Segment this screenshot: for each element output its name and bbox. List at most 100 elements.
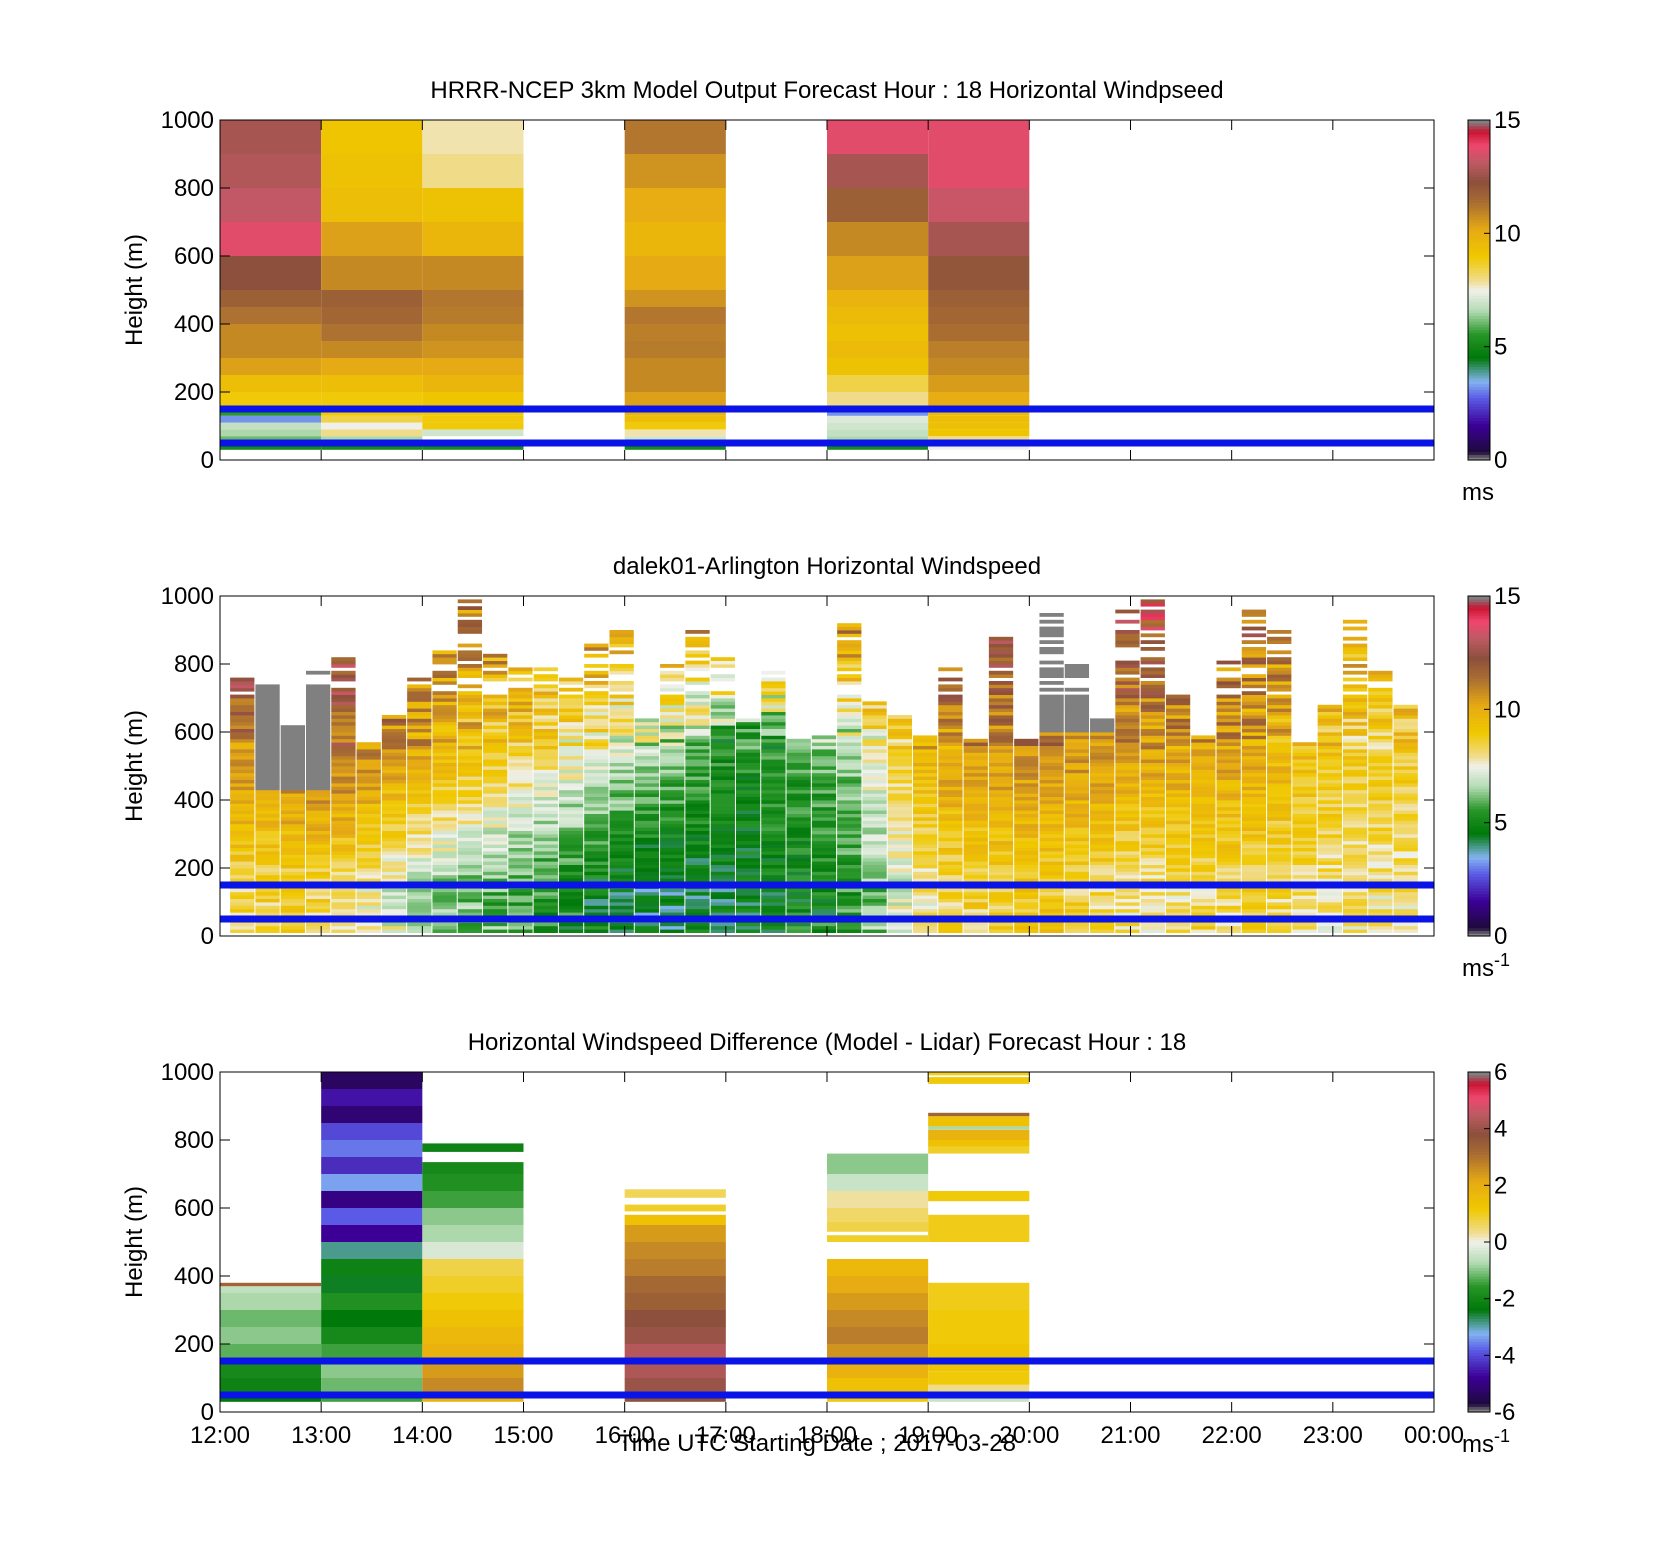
heatmap-cell: [1342, 664, 1368, 668]
heatmap-cell: [1241, 847, 1267, 852]
colorbar-swatch: [1468, 933, 1490, 937]
heatmap-cell: [483, 752, 508, 757]
heatmap-cell: [255, 708, 280, 712]
heatmap-cell: [837, 681, 862, 685]
heatmap-cell: [280, 762, 305, 767]
heatmap-cell: [963, 786, 988, 791]
colorbar-swatch: [1468, 732, 1490, 736]
heatmap-cell: [963, 834, 988, 838]
y-tick-label: 0: [201, 447, 214, 474]
heatmap-cell: [609, 711, 634, 716]
heatmap-cell: [457, 844, 483, 848]
heatmap-cell: [761, 766, 786, 770]
heatmap-cell: [1267, 851, 1292, 855]
heatmap-cell: [321, 1361, 423, 1378]
heatmap-cell: [381, 861, 407, 865]
heatmap-cell: [887, 732, 912, 736]
heatmap-cell: [356, 857, 381, 862]
heatmap-cell: [735, 779, 761, 784]
heatmap-cell: [1039, 772, 1064, 777]
heatmap-cell: [710, 701, 735, 706]
heatmap-cell: [1140, 694, 1165, 699]
heatmap-cell: [381, 715, 407, 719]
heatmap-cell: [1241, 830, 1267, 835]
heatmap-cell: [1342, 861, 1368, 865]
heatmap-cell: [407, 861, 432, 865]
heatmap-cell: [584, 908, 609, 913]
heatmap-cell: [280, 728, 305, 733]
heatmap-cell: [255, 786, 280, 791]
heatmap-cell: [584, 670, 609, 675]
colorbar-swatch: [1468, 267, 1490, 271]
heatmap-cell: [1241, 735, 1267, 740]
heatmap-cell: [321, 1344, 423, 1361]
heatmap-cell: [862, 902, 887, 906]
heatmap-cell: [786, 783, 811, 787]
heatmap-cell: [1039, 701, 1064, 706]
heatmap-cell: [938, 694, 963, 699]
heatmap-cell: [887, 800, 912, 804]
heatmap-cell: [1241, 908, 1267, 913]
heatmap-cell: [1140, 844, 1165, 848]
heatmap-cell: [1064, 755, 1090, 760]
heatmap-cell: [660, 796, 685, 801]
heatmap-cell: [1342, 732, 1368, 736]
heatmap-cell: [457, 823, 483, 828]
heatmap-cell: [1165, 762, 1191, 767]
colorbar-swatch: [1468, 890, 1490, 895]
heatmap-cell: [381, 742, 407, 746]
heatmap-cell: [533, 728, 558, 733]
colorbar-swatch: [1468, 1162, 1490, 1167]
heatmap-cell: [862, 776, 887, 780]
heatmap-cell: [811, 874, 837, 879]
heatmap-cell: [862, 738, 887, 743]
y-tick-label: 1000: [161, 583, 214, 610]
heatmap-cell: [1216, 660, 1241, 665]
heatmap-cell: [1165, 745, 1191, 750]
colorbar-unit: ms-1: [1462, 950, 1510, 982]
heatmap-cell: [609, 636, 634, 641]
heatmap-cell: [331, 898, 356, 903]
colorbar-swatch: [1468, 1103, 1490, 1107]
heatmap-cell: [558, 891, 584, 896]
heatmap-cell: [1267, 630, 1292, 634]
heatmap-cell: [988, 922, 1014, 927]
heatmap-cell: [811, 905, 837, 910]
heatmap-cell: [1241, 769, 1267, 774]
heatmap-cell: [508, 800, 533, 804]
heatmap-cell: [938, 779, 963, 784]
heatmap-cell: [407, 762, 432, 767]
heatmap-cell: [1090, 929, 1115, 933]
heatmap-cell: [710, 674, 735, 678]
colorbar-swatch: [1468, 834, 1490, 838]
colorbar-swatch: [1468, 426, 1490, 430]
heatmap-cell: [558, 912, 584, 916]
heatmap-cell: [963, 895, 988, 899]
heatmap-cell: [432, 810, 457, 814]
heatmap-cell: [1317, 728, 1342, 733]
colorbar-swatch: [1468, 224, 1490, 229]
heatmap-cell: [1292, 769, 1317, 774]
heatmap-cell: [1317, 902, 1342, 906]
heatmap-cell: [1014, 830, 1039, 835]
heatmap-cell: [1165, 847, 1191, 852]
colorbar-swatch: [1468, 706, 1490, 710]
heatmap-cell: [407, 779, 432, 784]
heatmap-cell: [837, 776, 862, 780]
heatmap-cell: [912, 888, 938, 893]
heatmap-cell: [1014, 929, 1039, 933]
heatmap-cell: [837, 912, 862, 916]
heatmap-cell: [1090, 776, 1115, 780]
heatmap-cell: [1115, 810, 1140, 814]
heatmap-cell: [1039, 670, 1064, 675]
heatmap-cell: [735, 745, 761, 750]
colorbar-swatch: [1468, 369, 1490, 373]
heatmap-cell: [634, 776, 660, 780]
heatmap-cell: [381, 772, 407, 777]
heatmap-cell: [1191, 908, 1216, 913]
heatmap-cell: [761, 749, 786, 753]
heatmap-cell: [331, 752, 356, 757]
colorbar-swatch: [1468, 420, 1490, 424]
heatmap-cell: [280, 827, 305, 831]
heatmap-cell: [887, 749, 912, 753]
